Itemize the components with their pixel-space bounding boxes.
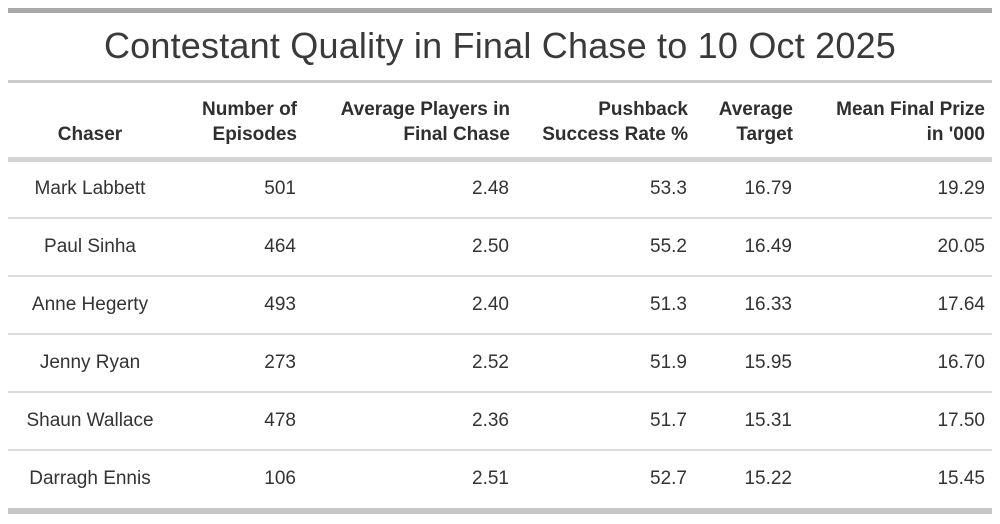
cell-episodes: 464 [172,216,297,276]
report-visual: Contestant Quality in Final Chase to 10 … [8,8,992,514]
cell-mean-prize: 20.05 [793,216,992,276]
column-header-label: Final Chase [403,124,510,145]
cell-mean-prize: 15.45 [793,448,992,508]
table-row: Jenny Ryan 273 2.52 51.9 15.95 16.70 [8,332,992,392]
cell-pushback-rate: 53.3 [650,178,687,200]
bottom-border-bar [8,507,992,514]
cell-episodes: 478 [172,390,297,450]
cell-pushback-rate: 55.2 [510,216,688,276]
cell-episodes: 106 [172,448,297,508]
column-header-avg-target: Average Target [688,83,793,162]
column-header-label: Pushback [598,99,688,120]
column-header-pushback-rate: Pushback Success Rate % [510,83,688,162]
cell-avg-players: 2.40 [297,274,510,334]
cell-avg-target: 16.49 [688,216,793,276]
column-header-episodes: Number of Episodes [172,83,297,162]
cell-avg-players: 2.51 [297,448,510,508]
cell-chaser: Jenny Ryan [8,332,172,392]
cell-episodes: 501 [264,178,296,200]
cell-avg-target: 16.33 [688,274,793,334]
cell-mean-prize: 17.64 [793,274,992,334]
column-header-chaser: Chaser [8,83,172,162]
cell-avg-players: 2.48 [472,178,509,200]
header-row: Chaser Number of Episodes Average Player… [8,83,992,162]
column-header-label: Episodes [212,124,297,145]
top-border-bar [8,8,992,13]
cell-pushback-rate: 51.7 [510,390,688,450]
cell-avg-players: 2.36 [297,390,510,450]
table-row: Darragh Ennis 106 2.51 52.7 15.22 15.45 [8,448,992,508]
cell-avg-target: 15.22 [688,448,793,508]
cell-avg-target: 15.95 [688,332,793,392]
cell-mean-prize: 16.70 [793,332,992,392]
column-header-label: in '000 [926,124,985,145]
cell-chaser: Shaun Wallace [8,390,172,450]
cell-chaser: Anne Hegerty [8,274,172,334]
table-row: Anne Hegerty 493 2.40 51.3 16.33 17.64 [8,274,992,334]
cell-pushback-rate: 51.3 [510,274,688,334]
column-header-label: Mean Final Prize [836,99,985,120]
cell-pushback-rate: 51.9 [510,332,688,392]
title-divider [8,80,992,83]
column-header-label: Number of [202,99,297,120]
column-header-label: Success Rate % [542,124,688,145]
column-header-label: Target [736,124,793,145]
column-header-mean-prize: Mean Final Prize in '000 [793,83,992,162]
data-table: Chaser Number of Episodes Average Player… [8,83,992,508]
column-header-label: Average [718,99,793,120]
cell-chaser: Darragh Ennis [8,448,172,508]
column-header-avg-players: Average Players in Final Chase [297,83,510,162]
cell-chaser: Paul Sinha [8,216,172,276]
cell-episodes: 273 [172,332,297,392]
table-row: Shaun Wallace 478 2.36 51.7 15.31 17.50 [8,390,992,450]
cell-episodes: 493 [172,274,297,334]
column-header-label: Chaser [57,124,123,145]
page-title: Contestant Quality in Final Chase to 10 … [103,25,897,66]
table-row: Paul Sinha 464 2.50 55.2 16.49 20.05 [8,216,992,276]
cell-avg-target: 15.31 [688,390,793,450]
cell-pushback-rate: 52.7 [510,448,688,508]
cell-mean-prize: 17.50 [793,390,992,450]
cell-mean-prize: 19.29 [937,178,985,200]
cell-avg-players: 2.50 [297,216,510,276]
cell-chaser: Mark Labbett [34,178,146,200]
table-row: Mark Labbett 501 2.48 53.3 16.79 19.29 [8,160,992,218]
cell-avg-players: 2.52 [297,332,510,392]
cell-avg-target: 16.79 [744,178,792,200]
column-header-label: Average Players in [340,99,510,120]
